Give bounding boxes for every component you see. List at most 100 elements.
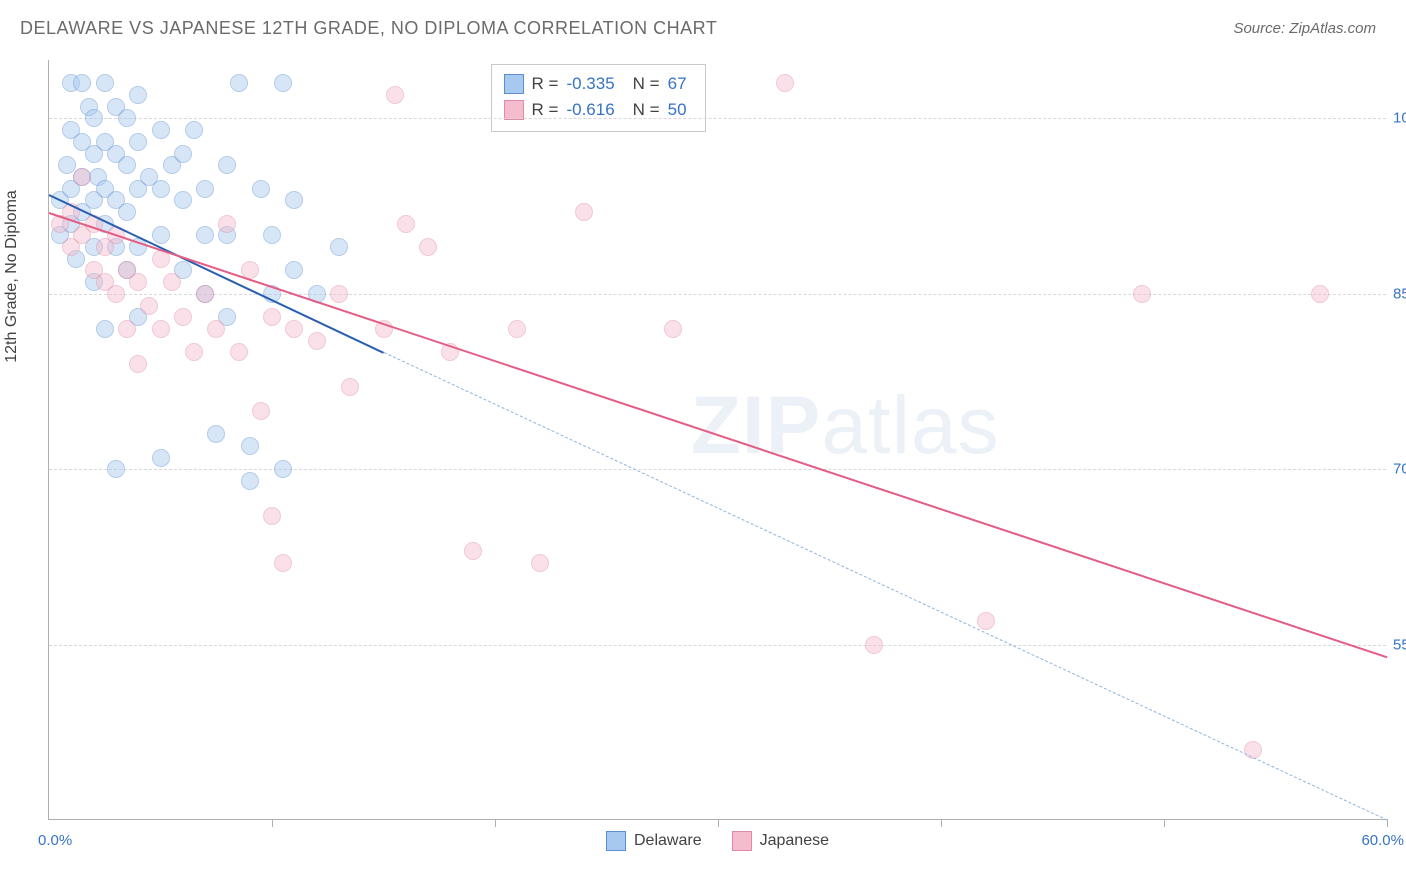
y-tick-label: 70.0% — [1393, 461, 1406, 478]
scatter-point — [263, 226, 281, 244]
scatter-point — [285, 191, 303, 209]
y-axis-label: 12th Grade, No Diploma — [3, 190, 21, 363]
scatter-point — [330, 238, 348, 256]
regression-line — [383, 352, 1387, 821]
scatter-point — [129, 86, 147, 104]
scatter-point — [196, 226, 214, 244]
scatter-point — [285, 261, 303, 279]
gridline — [49, 118, 1386, 119]
scatter-point — [163, 273, 181, 291]
scatter-point — [152, 180, 170, 198]
scatter-point — [129, 355, 147, 373]
scatter-point — [664, 320, 682, 338]
scatter-point — [85, 109, 103, 127]
scatter-point — [508, 320, 526, 338]
scatter-point — [73, 74, 91, 92]
scatter-point — [241, 437, 259, 455]
square-swatch-icon — [504, 100, 524, 120]
scatter-point — [174, 191, 192, 209]
gridline — [49, 294, 1386, 295]
chart-plot-area: ZIPatlas R = -0.335N = 67R = -0.616N = 5… — [48, 60, 1386, 820]
scatter-point — [776, 74, 794, 92]
x-tick — [272, 819, 273, 827]
scatter-point — [218, 215, 236, 233]
scatter-point — [58, 156, 76, 174]
x-tick — [718, 819, 719, 827]
scatter-point — [152, 320, 170, 338]
x-tick — [495, 819, 496, 827]
bottom-legend: Delaware Japanese — [49, 831, 1386, 851]
scatter-point — [174, 308, 192, 326]
scatter-point — [207, 320, 225, 338]
scatter-point — [397, 215, 415, 233]
regression-line — [49, 212, 1388, 658]
scatter-point — [118, 203, 136, 221]
scatter-point — [96, 74, 114, 92]
scatter-point — [252, 180, 270, 198]
scatter-point — [196, 180, 214, 198]
scatter-point — [152, 226, 170, 244]
scatter-point — [196, 285, 214, 303]
x-axis-min: 0.0% — [38, 832, 72, 849]
scatter-point — [865, 636, 883, 654]
scatter-point — [185, 343, 203, 361]
square-swatch-icon — [606, 831, 626, 851]
y-tick-label: 85.0% — [1393, 285, 1406, 302]
gridline — [49, 645, 1386, 646]
scatter-point — [152, 121, 170, 139]
stats-row: R = -0.335N = 67 — [504, 71, 687, 97]
scatter-point — [107, 285, 125, 303]
scatter-point — [185, 121, 203, 139]
scatter-point — [977, 612, 995, 630]
legend-item-delaware: Delaware — [606, 831, 702, 851]
scatter-point — [464, 542, 482, 560]
scatter-point — [263, 308, 281, 326]
y-tick-label: 100.0% — [1393, 110, 1406, 127]
scatter-point — [230, 343, 248, 361]
chart-title: DELAWARE VS JAPANESE 12TH GRADE, NO DIPL… — [20, 18, 717, 39]
legend-label: Delaware — [634, 832, 702, 850]
scatter-point — [308, 332, 326, 350]
gridline — [49, 469, 1386, 470]
scatter-point — [118, 320, 136, 338]
scatter-point — [218, 156, 236, 174]
scatter-point — [73, 168, 91, 186]
scatter-point — [118, 156, 136, 174]
scatter-point — [129, 133, 147, 151]
scatter-point — [230, 74, 248, 92]
scatter-point — [419, 238, 437, 256]
scatter-point — [96, 320, 114, 338]
stats-legend-box: R = -0.335N = 67R = -0.616N = 50 — [491, 64, 706, 132]
legend-item-japanese: Japanese — [732, 831, 829, 851]
x-axis-max: 60.0% — [1361, 832, 1404, 849]
scatter-point — [274, 74, 292, 92]
scatter-point — [274, 460, 292, 478]
scatter-point — [341, 378, 359, 396]
scatter-point — [174, 145, 192, 163]
square-swatch-icon — [732, 831, 752, 851]
scatter-point — [1311, 285, 1329, 303]
scatter-point — [152, 449, 170, 467]
x-tick — [1164, 819, 1165, 827]
source-text: Source: ZipAtlas.com — [1233, 20, 1376, 37]
scatter-point — [285, 320, 303, 338]
scatter-point — [207, 425, 225, 443]
scatter-point — [575, 203, 593, 221]
scatter-point — [263, 507, 281, 525]
scatter-point — [1133, 285, 1151, 303]
scatter-point — [531, 554, 549, 572]
scatter-point — [118, 109, 136, 127]
y-tick-label: 55.0% — [1393, 636, 1406, 653]
scatter-point — [129, 273, 147, 291]
x-tick — [941, 819, 942, 827]
watermark: ZIPatlas — [691, 379, 1000, 473]
scatter-point — [330, 285, 348, 303]
scatter-point — [274, 554, 292, 572]
square-swatch-icon — [504, 74, 524, 94]
scatter-point — [241, 472, 259, 490]
scatter-point — [140, 297, 158, 315]
scatter-point — [252, 402, 270, 420]
legend-label: Japanese — [760, 832, 829, 850]
scatter-point — [386, 86, 404, 104]
scatter-point — [107, 460, 125, 478]
